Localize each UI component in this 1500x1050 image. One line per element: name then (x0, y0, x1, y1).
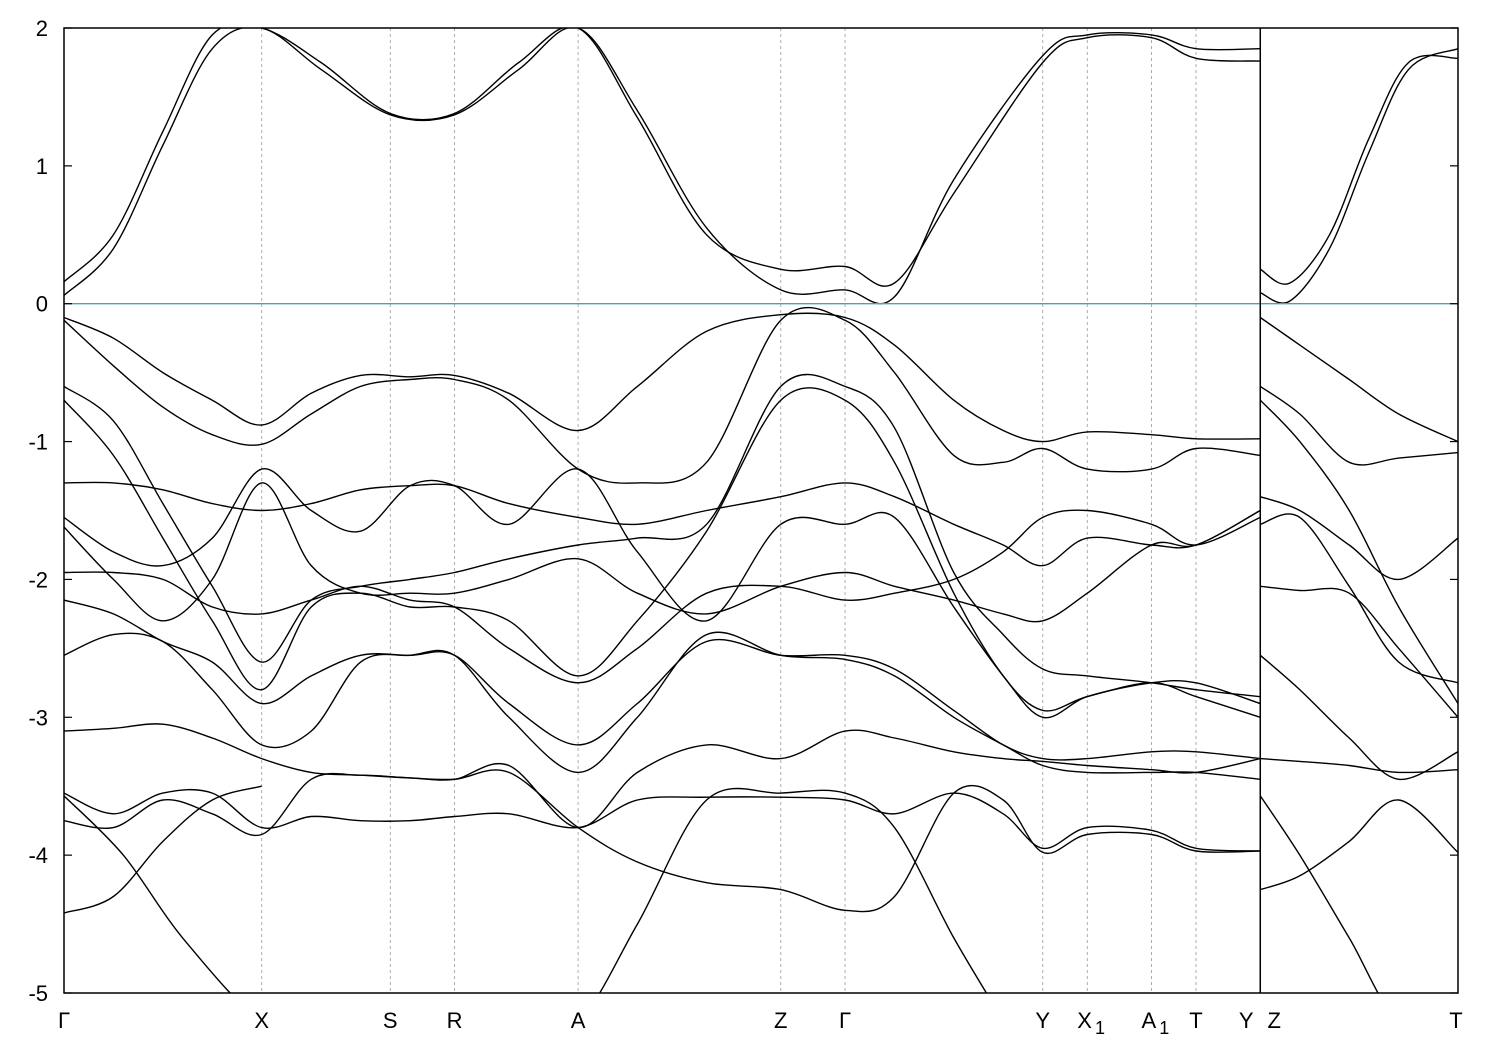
x-tick-label: A (571, 1008, 586, 1033)
y-tick-label: -5 (28, 981, 48, 1006)
x-tick-label: Y (1035, 1008, 1050, 1033)
band-line (64, 769, 1261, 913)
band-line (1259, 399, 1458, 704)
band-line (1259, 316, 1458, 443)
x-tick-label: Y (1239, 1008, 1254, 1033)
x-tick-subscript: 1 (1095, 1018, 1105, 1038)
x-tick-label: S (383, 1008, 398, 1033)
band-line (64, 785, 262, 914)
band-line (64, 306, 1261, 484)
band-line (1259, 385, 1458, 466)
x-tick-label: T (1189, 1008, 1202, 1033)
band-line (1260, 513, 1458, 684)
band-line (64, 631, 1261, 780)
plot-frame (63, 27, 1459, 994)
band-line (1259, 654, 1458, 781)
band-line (1260, 48, 1458, 304)
x-tick-label: Z (1268, 1008, 1281, 1033)
y-tick-label: -1 (28, 430, 48, 455)
band-line (64, 312, 1261, 443)
y-tick-label: 1 (36, 154, 48, 179)
band-line (64, 28, 1261, 305)
x-tick-label: Z (774, 1008, 787, 1033)
band-line (1259, 54, 1458, 285)
band-line (64, 468, 1261, 719)
band-line (64, 788, 1261, 852)
band-line (1260, 585, 1458, 718)
band-line (64, 387, 1261, 718)
x-tick-label: X (254, 1008, 269, 1033)
x-tick-label: Γ (58, 1008, 70, 1033)
x-tick-label: T (1449, 1008, 1462, 1033)
band-line (1260, 496, 1458, 581)
y-tick-label: -3 (28, 705, 48, 730)
y-tick-label: -4 (28, 843, 48, 868)
kpoint-gridlines (261, 28, 1261, 993)
bands (64, 28, 1458, 993)
x-tick-label: Γ (839, 1008, 851, 1033)
band-line (64, 509, 1261, 684)
x-tick-label: R (447, 1008, 463, 1033)
band-line (64, 482, 1261, 623)
y-tick-label: -2 (28, 567, 48, 592)
band-line (64, 373, 1261, 698)
band-line (64, 599, 1261, 761)
band-line (1260, 799, 1458, 891)
y-axis: -5 -4 -3 -2 -1 0 1 2 (28, 16, 1458, 1006)
band-line (64, 787, 988, 993)
y-tick-label: 2 (36, 16, 48, 41)
x-tick-subscript: 1 (1159, 1018, 1169, 1038)
band-line (1259, 795, 1379, 993)
band-line (64, 723, 1261, 829)
band-line (64, 481, 1261, 567)
band-line (1260, 757, 1458, 774)
y-tick-label: 0 (36, 292, 48, 317)
